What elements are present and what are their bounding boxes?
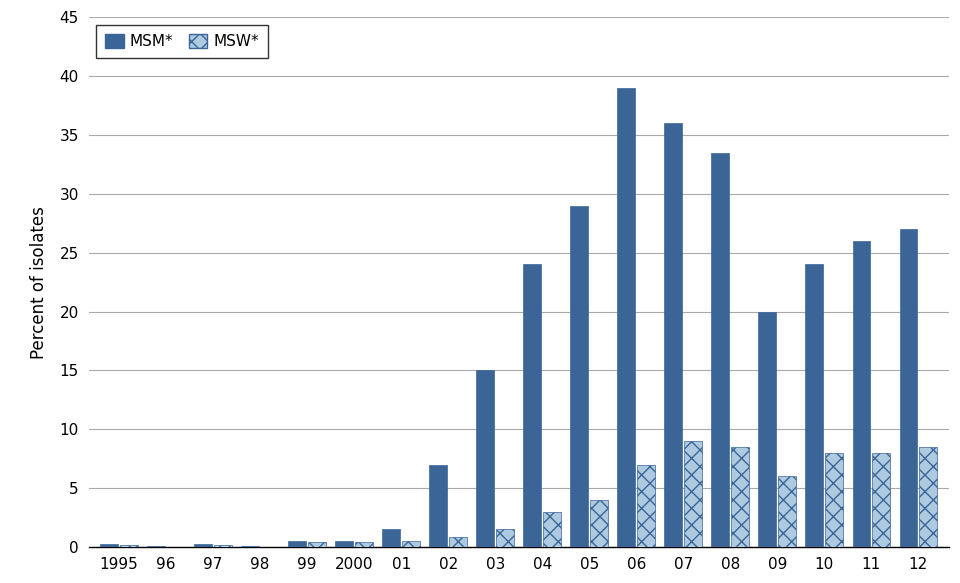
Bar (826, 453, 843, 547)
Bar (920, 447, 937, 547)
Bar (900, 229, 918, 547)
Bar (355, 542, 372, 547)
Bar (194, 543, 212, 547)
Bar (637, 465, 655, 547)
Bar (758, 311, 777, 547)
Bar (100, 543, 118, 547)
Bar (308, 542, 326, 547)
Bar (664, 123, 683, 547)
Bar (617, 88, 636, 547)
Bar (543, 512, 561, 547)
Legend: MSM*, MSW*: MSM*, MSW* (96, 24, 268, 58)
Bar (570, 206, 588, 547)
Bar (779, 476, 796, 547)
Bar (496, 529, 514, 547)
Bar (120, 545, 138, 547)
Bar (732, 447, 749, 547)
Bar (382, 529, 400, 547)
Bar (590, 500, 608, 547)
Bar (449, 536, 467, 547)
Bar (214, 545, 232, 547)
Bar (852, 241, 871, 547)
Bar (147, 546, 165, 547)
Bar (711, 153, 730, 547)
Bar (476, 370, 494, 547)
Bar (241, 546, 259, 547)
Bar (873, 453, 890, 547)
Bar (684, 441, 702, 547)
Bar (335, 541, 353, 547)
Bar (429, 465, 447, 547)
Y-axis label: Percent of isolates: Percent of isolates (31, 206, 48, 359)
Bar (288, 541, 306, 547)
Bar (805, 265, 824, 547)
Bar (523, 265, 541, 547)
Bar (402, 541, 420, 547)
